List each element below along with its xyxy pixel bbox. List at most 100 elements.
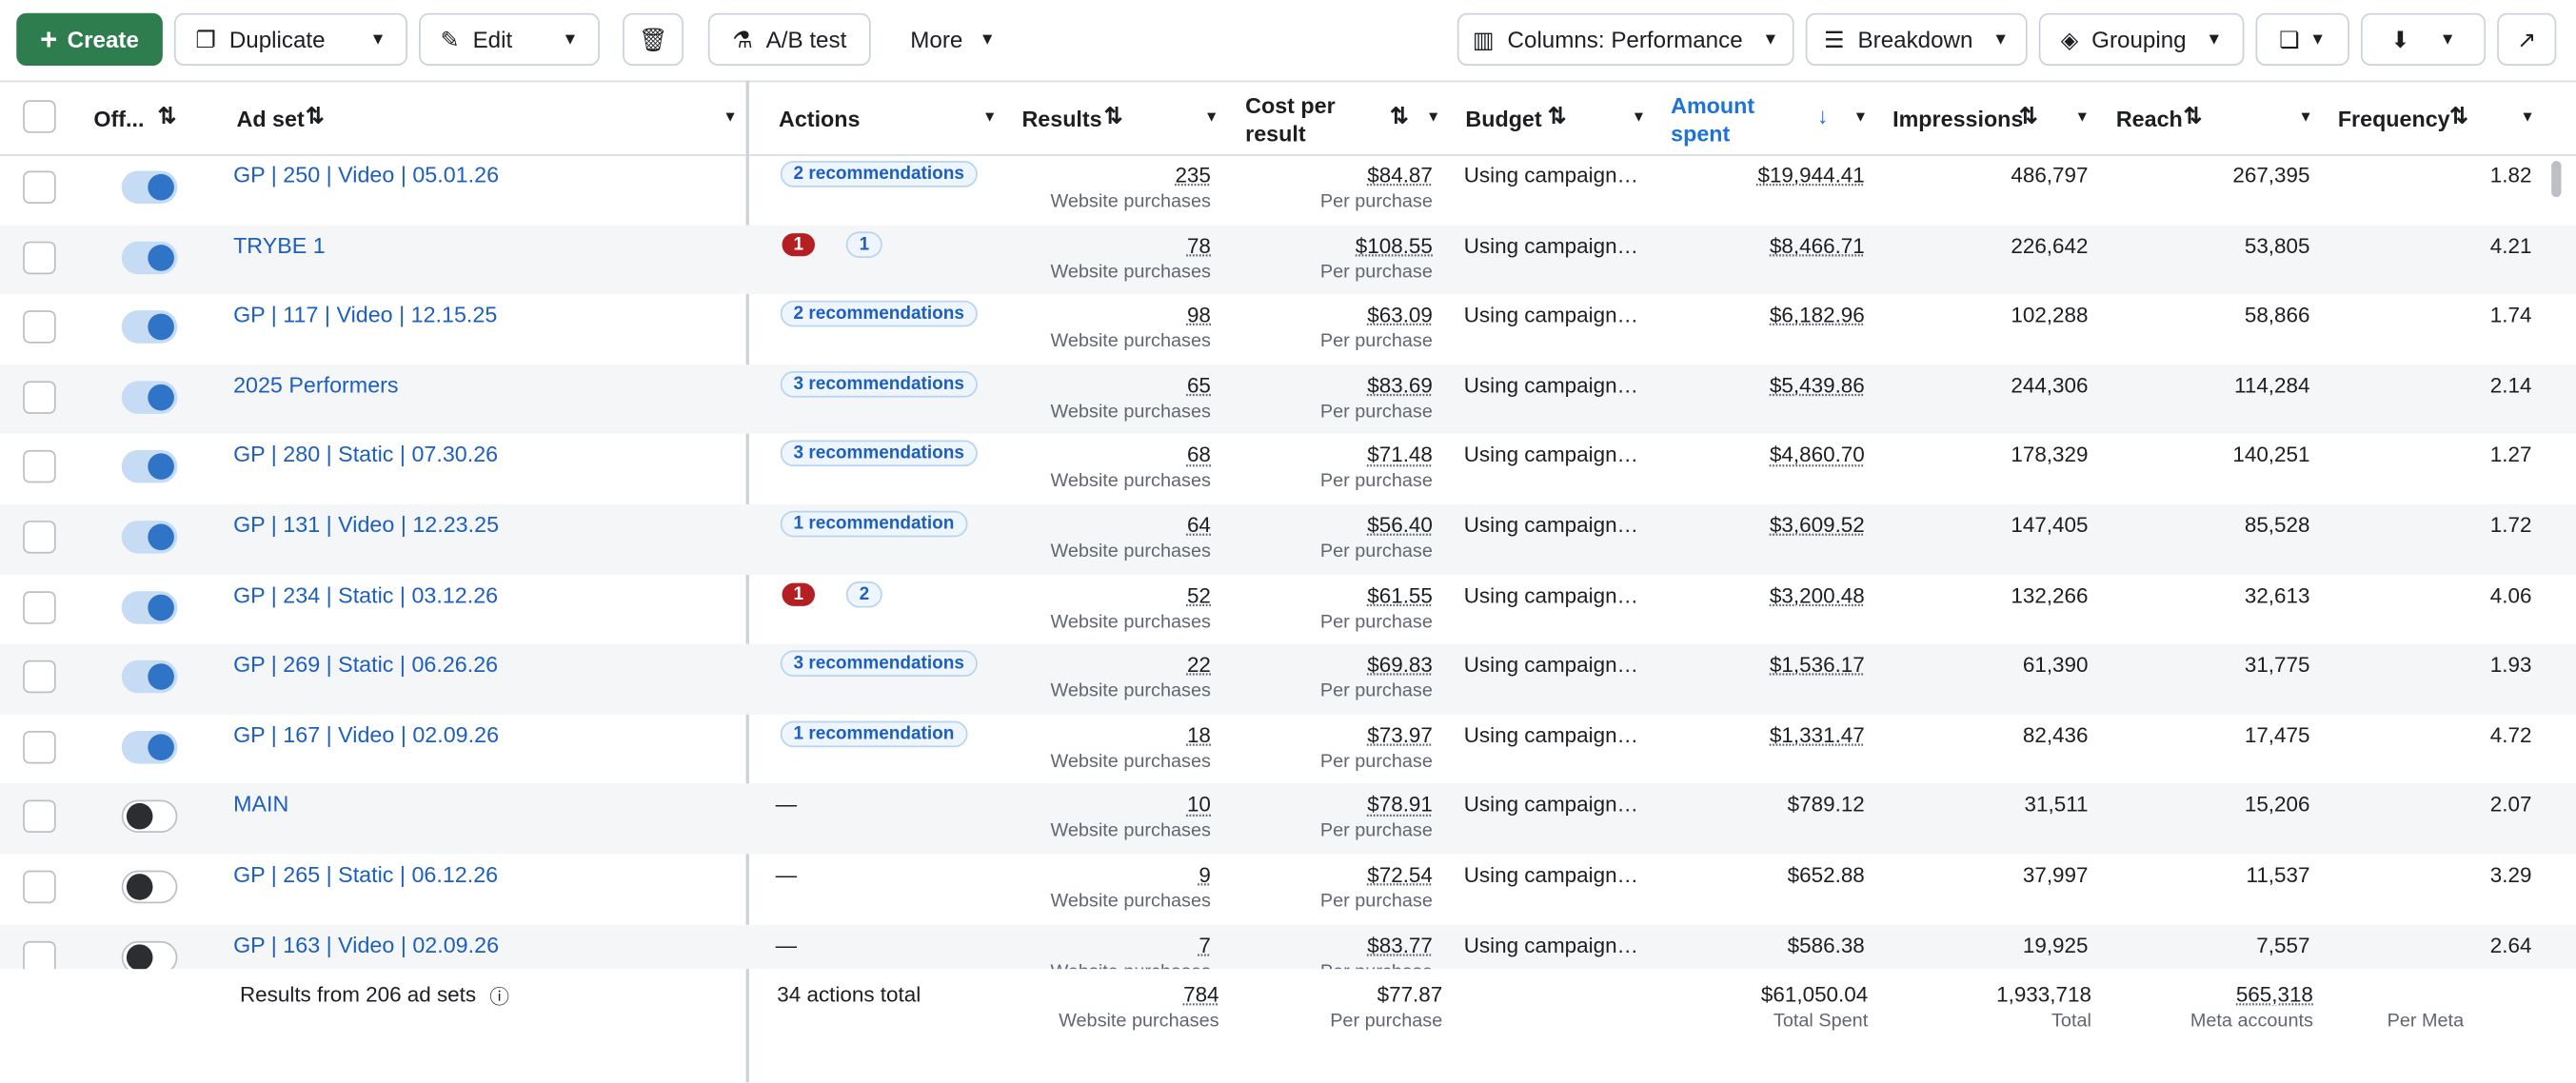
create-button[interactable]: + Create [16,12,163,67]
caret: ▼ [2206,30,2223,49]
column-header[interactable]: Reach [2115,107,2183,132]
column-menu-caret[interactable]: ▼ [2520,108,2535,126]
column-menu-caret[interactable]: ▼ [1631,108,1647,126]
ad-set-name[interactable]: 2025 Performers [233,372,399,398]
info-badge[interactable]: 2 [845,581,882,607]
recommendation-badge[interactable]: 2 recommendations [780,301,978,327]
more-button[interactable]: More ▼ [886,12,1019,67]
impressions: 61,390 [2022,652,2089,678]
error-badge[interactable]: 1 [782,232,816,256]
amount-spent: $1,536.17 [1769,652,1865,678]
column-header[interactable]: Ad set [236,107,305,132]
toggle-knob [148,384,174,411]
recommendation-badge[interactable]: 3 recommendations [780,650,978,678]
footer-cost: $77.87 [1377,982,1443,1007]
impressions: 244,306 [2011,372,2089,398]
export-button[interactable]: ⬇ ▼ [2360,12,2487,67]
footer-reach: 565,318 [2235,982,2313,1007]
ad-set-name[interactable]: MAIN [233,792,289,817]
recommendation-badge[interactable]: 3 recommendations [780,441,978,467]
checkbox[interactable] [23,100,56,133]
ad-set-name[interactable]: TRYBE 1 [233,232,326,258]
column-header[interactable]: Impressions [1892,107,2024,132]
cost-per-result: $71.48 [1367,442,1433,467]
cost-per-result: $56.40 [1367,512,1433,538]
divider [0,80,2576,83]
reports-button[interactable]: ❏ ▼ [2255,12,2349,67]
results: 18 [1186,722,1211,747]
column-menu-caret[interactable]: ▼ [1425,108,1441,126]
duplicate-button[interactable]: ❐ Duplicate ▼ [173,12,407,67]
budget: Using campaign… [1463,302,1639,327]
divider [0,154,2576,156]
caret: ▼ [369,30,386,49]
ad-set-name[interactable]: GP | 280 | Static | 07.30.26 [233,442,499,467]
cost-label: Per purchase [1319,821,1433,842]
sort-icon: ⇅ [1390,103,1409,128]
column-menu-caret[interactable]: ▼ [2298,108,2313,126]
columns-button[interactable]: ▥ Columns: Performance ▼ [1456,12,1794,67]
checkbox[interactable] [23,590,56,624]
ad-set-name[interactable]: GP | 269 | Static | 06.26.26 [233,652,499,678]
column-menu-caret[interactable]: ▼ [2074,108,2091,126]
results: 64 [1186,512,1211,538]
checkbox[interactable] [23,450,56,484]
column-header[interactable]: Frequency [2337,107,2450,132]
recommendation-badge[interactable]: 2 recommendations [780,161,978,187]
edit-button[interactable]: ✎ Edit ▼ [419,12,600,67]
column-menu-caret[interactable]: ▼ [982,108,998,126]
ad-set-name[interactable]: GP | 250 | Video | 05.01.26 [233,162,500,187]
frequency: 1.74 [2489,302,2532,327]
recommendation-badge[interactable]: 3 recommendations [780,370,978,398]
results: 68 [1186,442,1211,467]
checkbox[interactable] [23,730,56,764]
column-header[interactable]: Results [1021,107,1102,132]
charts-button[interactable]: ↗ [2497,12,2557,67]
breakdown-button[interactable]: ☰ Breakdown ▼ [1805,12,2028,67]
info-badge[interactable]: 1 [845,230,882,258]
grouping-button[interactable]: ◈ Grouping ▼ [2038,12,2245,67]
reach: 267,395 [2232,162,2310,187]
checkbox[interactable] [23,800,56,834]
checkbox[interactable] [23,870,56,904]
label: Duplicate [228,26,326,53]
ad-set-name[interactable]: GP | 265 | Static | 06.12.26 [233,862,499,887]
ad-set-name[interactable]: GP | 131 | Video | 12.23.25 [233,512,500,538]
column-menu-caret[interactable]: ▼ [1204,108,1219,126]
checkbox[interactable] [23,660,56,694]
results: 78 [1186,232,1211,258]
results: 235 [1175,162,1211,187]
delete-button[interactable]: 🗑 [623,12,684,67]
column-header[interactable]: Budget [1465,107,1542,132]
cost-label: Per purchase [1319,892,1433,912]
toggle-knob [148,523,174,551]
toggle-knob [148,453,174,481]
column-header[interactable]: Actions [779,107,861,132]
ad-set-name[interactable]: GP | 234 | Static | 03.12.26 [233,581,499,607]
checkbox[interactable] [23,240,56,274]
checkbox[interactable] [23,170,56,204]
checkbox[interactable] [23,521,56,554]
footer-reach-label: Meta accounts [2190,1012,2313,1032]
amount-spent: $5,439.86 [1769,372,1865,398]
reach: 114,284 [2234,372,2310,398]
ad-set-name[interactable]: GP | 163 | Video | 02.09.26 [233,932,500,957]
ab-test-button[interactable]: ⚗ A/B test [707,12,871,67]
column-header[interactable]: Off... [93,107,145,132]
ad-set-name[interactable]: GP | 117 | Video | 12.15.25 [233,302,498,327]
column-header[interactable]: Amount spent [1671,93,1755,147]
error-badge[interactable]: 1 [782,581,816,606]
column-menu-caret[interactable]: ▼ [1853,108,1869,126]
recommendation-badge[interactable]: 1 recommendation [780,720,968,747]
results-label: Website purchases [1050,262,1211,283]
cost-label: Per purchase [1319,191,1433,212]
frequency: 1.93 [2489,652,2532,678]
ad-set-name[interactable]: GP | 167 | Video | 02.09.26 [233,722,500,747]
column-header[interactable]: Cost per result [1245,93,1336,147]
column-menu-caret[interactable]: ▼ [723,108,738,126]
cost-label: Per purchase [1319,612,1433,632]
recommendation-badge[interactable]: 1 recommendation [780,510,968,538]
checkbox[interactable] [23,381,56,414]
checkbox[interactable] [23,310,56,345]
